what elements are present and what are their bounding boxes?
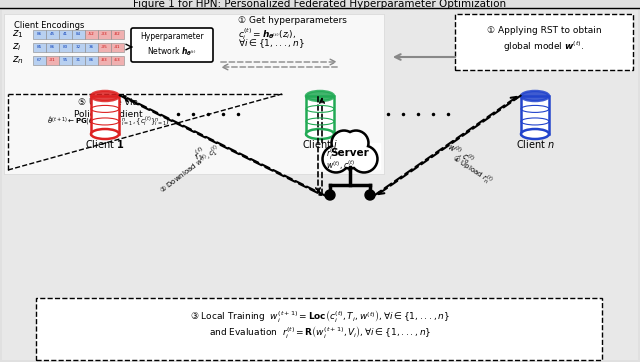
Text: ④ Upload $r_n^{(t)}$: ④ Upload $r_n^{(t)}$ [449,152,495,188]
Text: $z_n$: $z_n$ [12,54,24,66]
FancyBboxPatch shape [33,55,46,64]
Text: $r_i^{(t)}$: $r_i^{(t)}$ [326,146,337,162]
Circle shape [351,146,377,172]
FancyBboxPatch shape [46,29,59,38]
Text: 83: 83 [63,45,68,49]
Text: $r_1^{(t)}$: $r_1^{(t)}$ [190,144,210,164]
FancyBboxPatch shape [46,42,59,51]
Text: 86: 86 [50,45,55,49]
Text: $z_i$: $z_i$ [12,41,22,53]
FancyBboxPatch shape [33,42,46,51]
FancyBboxPatch shape [111,42,124,51]
Text: Client $i$: Client $i$ [302,138,338,150]
FancyBboxPatch shape [59,55,72,64]
Text: 31: 31 [76,58,81,62]
FancyBboxPatch shape [72,29,85,38]
FancyBboxPatch shape [111,29,124,38]
Text: -52: -52 [88,32,95,36]
FancyBboxPatch shape [33,29,46,38]
FancyBboxPatch shape [59,29,72,38]
Text: 36: 36 [89,45,94,49]
Circle shape [323,146,349,172]
Circle shape [333,134,367,168]
Text: ⑤ Update via
Policy Gradient: ⑤ Update via Policy Gradient [74,98,142,119]
Text: ③ Local Training  $w_i^{(t+1)}=\mathbf{Loc}\left(c_i^{(t)},T_i,w^{(t)}\right),\f: ③ Local Training $w_i^{(t+1)}=\mathbf{Lo… [190,308,450,324]
Text: 85: 85 [37,45,42,49]
Ellipse shape [306,91,334,101]
Circle shape [332,131,356,155]
Text: -41: -41 [115,45,121,49]
Text: 95: 95 [63,58,68,62]
Text: Client Encodings: Client Encodings [14,21,84,30]
Text: $\forall i \in \{1,...,n\}$: $\forall i \in \{1,...,n\}$ [238,37,305,50]
FancyBboxPatch shape [455,14,633,70]
Text: $\boldsymbol{\hat{\theta}}^{(t+1)} \leftarrow \mathbf{PG}(\boldsymbol{\theta}^{(: $\boldsymbol{\hat{\theta}}^{(t+1)} \left… [47,114,169,128]
Text: $w^{(t)},c_i^{(t)}$: $w^{(t)},c_i^{(t)}$ [326,158,355,174]
Text: $c_i^{(t)} = \boldsymbol{h}_{\boldsymbol{\theta}^{(t)}}(z_i),$: $c_i^{(t)} = \boldsymbol{h}_{\boldsymbol… [238,26,296,42]
Ellipse shape [91,129,119,139]
FancyBboxPatch shape [131,28,213,62]
Text: 86: 86 [89,58,94,62]
FancyBboxPatch shape [91,96,119,134]
Text: 86: 86 [37,32,42,36]
FancyBboxPatch shape [36,298,602,360]
FancyBboxPatch shape [98,42,111,51]
Text: Figure 1 for HPN: Personalized Federated Hyperparameter Optimization: Figure 1 for HPN: Personalized Federated… [133,0,507,9]
Text: ① Get hyperparameters: ① Get hyperparameters [238,16,347,25]
Circle shape [344,131,368,155]
FancyBboxPatch shape [85,42,98,51]
FancyBboxPatch shape [4,14,384,174]
Text: 41: 41 [63,32,68,36]
FancyBboxPatch shape [46,55,59,64]
Text: Client $n$: Client $n$ [516,138,554,150]
Circle shape [346,132,367,153]
Bar [320,143,380,169]
Ellipse shape [91,91,119,101]
Text: -33: -33 [101,32,108,36]
Text: $z_1$: $z_1$ [12,28,24,40]
Circle shape [353,147,376,171]
Ellipse shape [521,129,549,139]
FancyBboxPatch shape [306,96,334,134]
Circle shape [325,190,335,200]
Text: 45: 45 [50,32,55,36]
Text: ① Applying RST to obtain
global model $\boldsymbol{w}^{(t)}$.: ① Applying RST to obtain global model $\… [486,26,602,54]
Text: 32: 32 [76,45,81,49]
Text: Client $\mathbf{1}$: Client $\mathbf{1}$ [85,138,125,150]
Text: $w^{(t)}, c_n^{(t)}$: $w^{(t)}, c_n^{(t)}$ [444,140,476,168]
FancyBboxPatch shape [72,42,85,51]
Ellipse shape [306,129,334,139]
FancyBboxPatch shape [72,55,85,64]
Text: -31: -31 [49,58,56,62]
Circle shape [333,132,355,153]
FancyBboxPatch shape [85,55,98,64]
Text: -35: -35 [101,45,108,49]
Ellipse shape [521,91,549,101]
FancyBboxPatch shape [521,96,549,134]
Text: -63: -63 [114,58,121,62]
FancyBboxPatch shape [59,42,72,51]
Text: -82: -82 [114,32,121,36]
Text: ② Download $w^{(t)},c_1^{(t)}$: ② Download $w^{(t)},c_1^{(t)}$ [157,143,223,197]
Text: and Evaluation  $r_i^{(t)}=\mathbf{R}\left(w_i^{(t+1)},V_i\right),\forall i\in\{: and Evaluation $r_i^{(t)}=\mathbf{R}\lef… [209,324,431,340]
FancyBboxPatch shape [98,55,111,64]
FancyBboxPatch shape [111,55,124,64]
FancyBboxPatch shape [85,29,98,38]
Text: 84: 84 [76,32,81,36]
Text: 67: 67 [37,58,42,62]
Circle shape [324,147,348,171]
FancyBboxPatch shape [2,10,638,360]
Circle shape [335,135,365,167]
Text: Server: Server [331,148,369,158]
Circle shape [365,190,375,200]
Text: -83: -83 [101,58,108,62]
FancyBboxPatch shape [98,29,111,38]
Text: Hyperparameter
Network $\boldsymbol{h}_{\boldsymbol{\theta}^{(t)}}$: Hyperparameter Network $\boldsymbol{h}_{… [140,32,204,58]
